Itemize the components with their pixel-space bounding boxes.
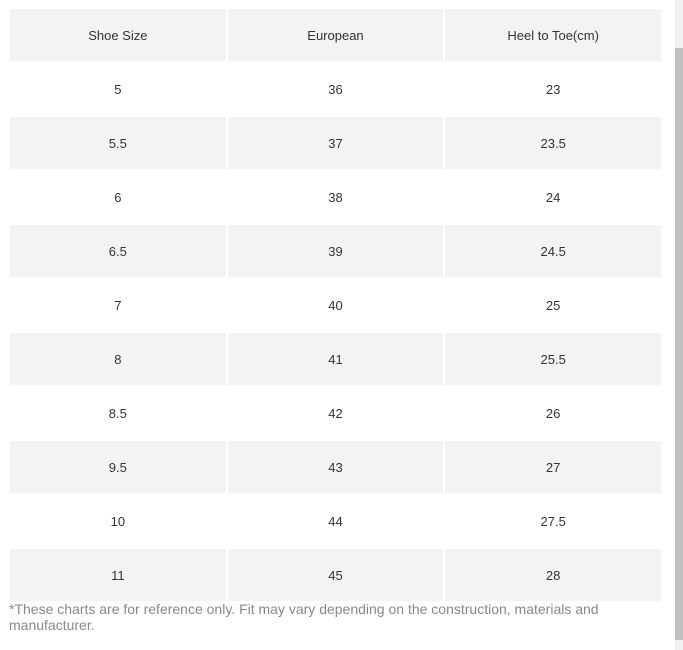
header-european: European [227, 9, 444, 61]
cell-heel-to-toe: 26 [445, 387, 661, 439]
cell-heel-to-toe: 23.5 [445, 117, 661, 169]
cell-shoe-size: 7 [10, 279, 226, 331]
table-row: 8 41 25.5 [10, 333, 661, 385]
size-chart-table: Shoe Size European Heel to Toe(cm) 5 36 … [8, 7, 663, 603]
cell-shoe-size: 5.5 [10, 117, 226, 169]
cell-heel-to-toe: 24.5 [445, 225, 661, 277]
scrollbar-thumb[interactable] [675, 48, 683, 640]
table-row: 11 45 28 [10, 549, 661, 601]
cell-heel-to-toe: 24 [445, 171, 661, 223]
cell-heel-to-toe: 28 [445, 549, 661, 601]
table-row: 6.5 39 24.5 [10, 225, 661, 277]
cell-european: 36 [227, 63, 444, 115]
table-row: 7 40 25 [10, 279, 661, 331]
cell-european: 38 [227, 171, 444, 223]
cell-heel-to-toe: 27.5 [445, 495, 661, 547]
cell-european: 39 [227, 225, 444, 277]
cell-european: 37 [227, 117, 444, 169]
cell-shoe-size: 6.5 [10, 225, 226, 277]
cell-shoe-size: 10 [10, 495, 226, 547]
cell-european: 44 [227, 495, 444, 547]
table-row: 9.5 43 27 [10, 441, 661, 493]
vertical-scrollbar[interactable] [675, 0, 683, 650]
table-row: 5 36 23 [10, 63, 661, 115]
table-row: 10 44 27.5 [10, 495, 661, 547]
cell-heel-to-toe: 25 [445, 279, 661, 331]
cell-shoe-size: 8 [10, 333, 226, 385]
header-heel-to-toe: Heel to Toe(cm) [445, 9, 661, 61]
cell-heel-to-toe: 25.5 [445, 333, 661, 385]
cell-european: 45 [227, 549, 444, 601]
cell-shoe-size: 6 [10, 171, 226, 223]
table-row: 8.5 42 26 [10, 387, 661, 439]
cell-heel-to-toe: 23 [445, 63, 661, 115]
reference-footnote: *These charts are for reference only. Fi… [9, 601, 599, 633]
cell-shoe-size: 9.5 [10, 441, 226, 493]
header-shoe-size: Shoe Size [10, 9, 226, 61]
table-row: 6 38 24 [10, 171, 661, 223]
cell-european: 43 [227, 441, 444, 493]
table-header-row: Shoe Size European Heel to Toe(cm) [10, 9, 661, 61]
cell-shoe-size: 5 [10, 63, 226, 115]
table-row: 5.5 37 23.5 [10, 117, 661, 169]
cell-european: 40 [227, 279, 444, 331]
cell-european: 42 [227, 387, 444, 439]
cell-heel-to-toe: 27 [445, 441, 661, 493]
cell-shoe-size: 8.5 [10, 387, 226, 439]
cell-european: 41 [227, 333, 444, 385]
cell-shoe-size: 11 [10, 549, 226, 601]
